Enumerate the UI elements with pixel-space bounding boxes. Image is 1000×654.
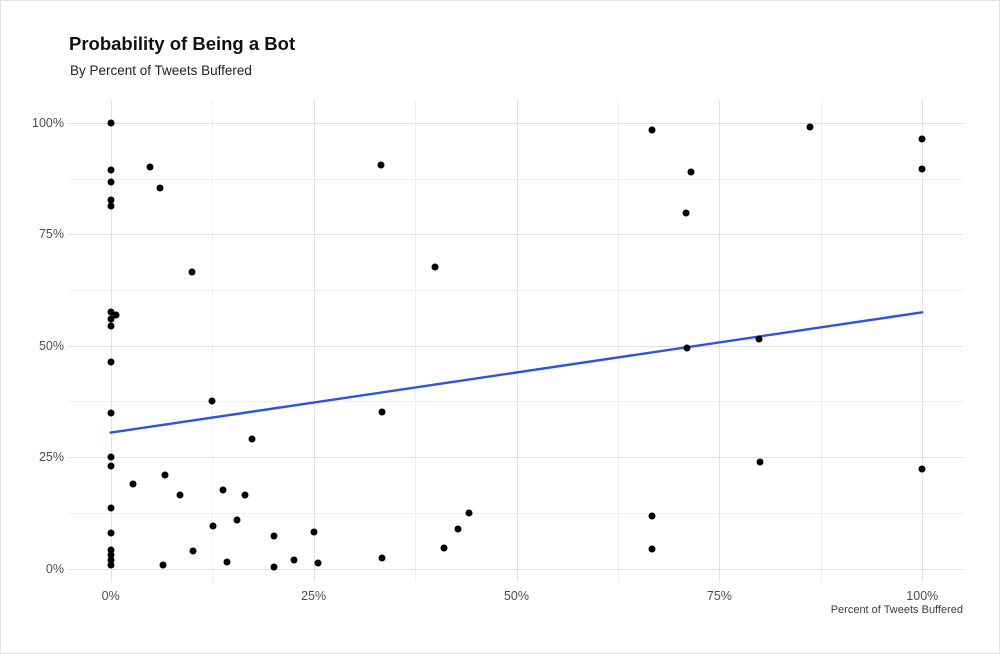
scatter-point — [159, 561, 167, 569]
scatter-point — [241, 491, 249, 499]
scatter-point — [248, 435, 256, 443]
scatter-point — [107, 504, 115, 512]
scatter-point — [233, 516, 241, 524]
gridline — [68, 401, 963, 403]
x-tick-label: 25% — [301, 589, 327, 603]
scatter-point — [107, 178, 115, 186]
chart-subtitle: By Percent of Tweets Buffered — [70, 63, 252, 78]
scatter-point — [440, 544, 448, 552]
scatter-point — [756, 458, 764, 466]
scatter-point — [112, 311, 120, 319]
y-tick-label: 0% — [45, 561, 64, 576]
scatter-point — [209, 522, 217, 530]
y-tick-label: 50% — [38, 338, 64, 353]
gridline — [820, 100, 822, 582]
gridline — [68, 345, 963, 347]
scatter-point — [806, 123, 814, 131]
scatter-point — [270, 563, 278, 571]
gridline — [68, 123, 963, 124]
scatter-point — [189, 547, 197, 555]
gridline — [68, 568, 963, 570]
y-tick-label: 25% — [38, 450, 64, 465]
scatter-point — [107, 561, 115, 569]
plot-panel — [68, 100, 963, 582]
scatter-point — [107, 409, 115, 417]
scatter-point — [270, 532, 278, 540]
scatter-point — [107, 119, 115, 127]
gridline — [617, 100, 619, 582]
gridline — [415, 100, 417, 582]
scatter-point — [648, 126, 656, 134]
scatter-point — [107, 529, 115, 537]
scatter-point — [129, 480, 137, 488]
scatter-point — [687, 168, 695, 176]
scatter-point — [176, 491, 184, 499]
scatter-point — [107, 166, 115, 174]
scatter-point — [223, 558, 231, 566]
scatter-point — [918, 135, 926, 143]
scatter-point — [314, 559, 322, 567]
gridline — [516, 100, 518, 582]
scatter-point — [107, 322, 115, 330]
gridline — [68, 512, 963, 514]
scatter-point — [107, 315, 115, 323]
trend-line-layer — [109, 311, 924, 434]
scatter-point — [755, 335, 763, 343]
scatter-point — [208, 397, 216, 405]
scatter-point — [918, 165, 926, 173]
scatter-point — [465, 509, 473, 517]
scatter-point — [378, 554, 386, 562]
scatter-point — [107, 196, 115, 204]
scatter-point — [107, 202, 115, 210]
scatter-point — [156, 184, 164, 192]
trend-line — [109, 311, 924, 434]
scatter-point — [454, 525, 462, 533]
gridline — [68, 457, 963, 459]
x-tick-label: 75% — [706, 589, 732, 603]
scatter-point — [107, 551, 115, 559]
scatter-point — [310, 528, 318, 536]
scatter-point — [377, 161, 385, 169]
y-tick-label: 100% — [32, 116, 64, 130]
x-tick-label: 100% — [906, 589, 939, 603]
scatter-point — [378, 408, 386, 416]
x-tick-label: 0% — [101, 589, 120, 603]
gridline — [68, 178, 963, 180]
scatter-point — [107, 453, 115, 461]
chart-title: Probability of Being a Bot — [69, 33, 296, 54]
scatter-point — [648, 545, 656, 553]
scatter-point — [682, 209, 690, 217]
y-tick-label: 75% — [38, 227, 64, 242]
scatter-point — [219, 486, 227, 494]
gridline — [68, 234, 963, 236]
scatter-point — [188, 268, 196, 276]
scatter-point — [290, 556, 298, 564]
gridline — [212, 100, 214, 582]
scatter-point — [107, 556, 115, 564]
x-axis-title: Percent of Tweets Buffered — [830, 604, 963, 616]
x-tick-label: 50% — [503, 589, 530, 603]
gridline — [68, 290, 963, 292]
scatter-point — [161, 471, 169, 479]
gridline — [719, 100, 721, 582]
scatter-point — [431, 263, 439, 271]
scatter-point — [146, 163, 154, 171]
scatter-point — [107, 358, 115, 366]
scatter-point — [683, 344, 691, 352]
scatter-point — [107, 462, 115, 470]
scatter-point — [918, 465, 926, 473]
gridline — [922, 100, 924, 582]
scatter-point — [648, 512, 656, 520]
scatter-point — [107, 546, 115, 554]
scatter-point — [107, 308, 115, 316]
gridline — [110, 100, 112, 582]
gridline — [313, 100, 315, 582]
